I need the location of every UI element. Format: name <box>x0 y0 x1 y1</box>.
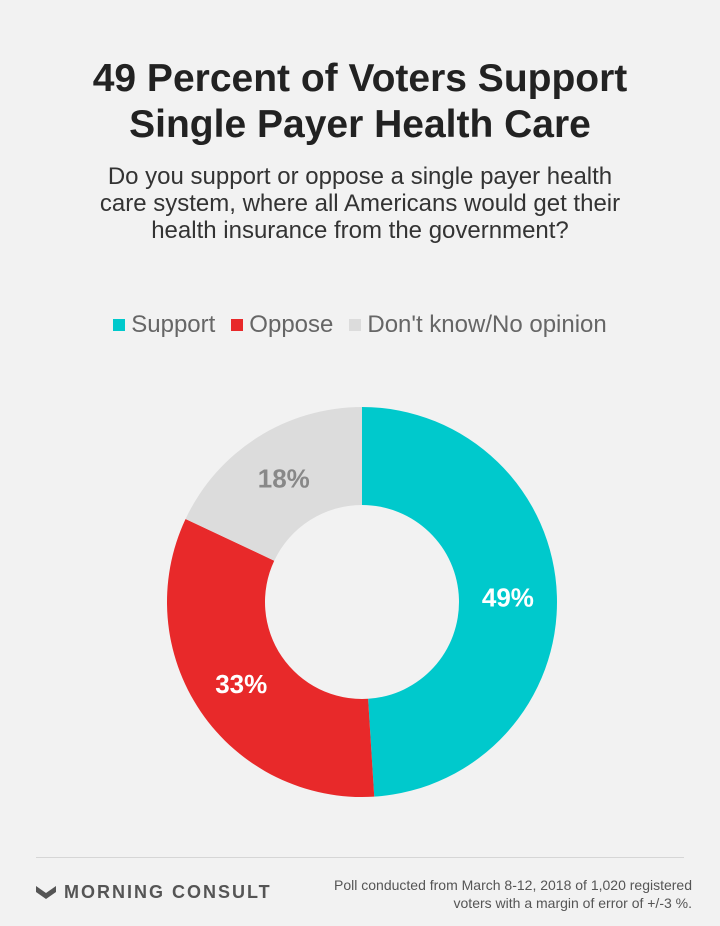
chart-legend: Support Oppose Don't know/No opinion <box>0 311 720 339</box>
legend-swatch <box>349 319 362 331</box>
footnote-line-2: voters with a margin of error of +/-3 %. <box>453 895 692 911</box>
legend-item-0: Support <box>113 311 215 339</box>
chart-title-line-2: Single Payer Health Care <box>129 103 591 146</box>
logo-text: MORNING CONSULT <box>64 882 272 902</box>
donut-chart: 49% 33% 18% <box>166 407 558 797</box>
chart-title-line-1: 49 Percent of Voters Support <box>92 57 628 100</box>
donut-slice-0 <box>362 407 558 797</box>
legend-label: Support <box>131 311 216 338</box>
legend-swatch <box>113 319 126 331</box>
morning-consult-chevron-icon <box>36 885 56 899</box>
footer-divider <box>36 857 684 858</box>
footnote: Poll conducted from March 8-12, 2018 of … <box>292 876 692 912</box>
slice-label-1: 33% <box>215 669 267 699</box>
chart-subtitle: Do you support or oppose a single payer … <box>40 163 680 244</box>
chart-subtitle-line-1: Do you support or oppose a single payer … <box>107 163 613 190</box>
donut-slice-1 <box>166 518 375 797</box>
morning-consult-logo: MORNING CONSULT <box>36 882 272 903</box>
legend-item-1: Oppose <box>231 311 333 339</box>
footnote-line-1: Poll conducted from March 8-12, 2018 of … <box>334 877 692 893</box>
donut-slice-2 <box>185 407 362 561</box>
legend-label: Oppose <box>249 311 334 338</box>
legend-swatch <box>231 319 244 331</box>
chart-title: 49 Percent of Voters Support Single Paye… <box>0 56 720 148</box>
slice-label-0: 49% <box>482 582 534 612</box>
chart-subtitle-line-2: care system, where all Americans would g… <box>99 190 621 217</box>
slice-label-2: 18% <box>258 464 310 494</box>
legend-label: Don't know/No opinion <box>367 311 607 338</box>
legend-item-2: Don't know/No opinion <box>349 311 607 339</box>
chart-subtitle-line-3: health insurance from the government? <box>151 217 569 244</box>
